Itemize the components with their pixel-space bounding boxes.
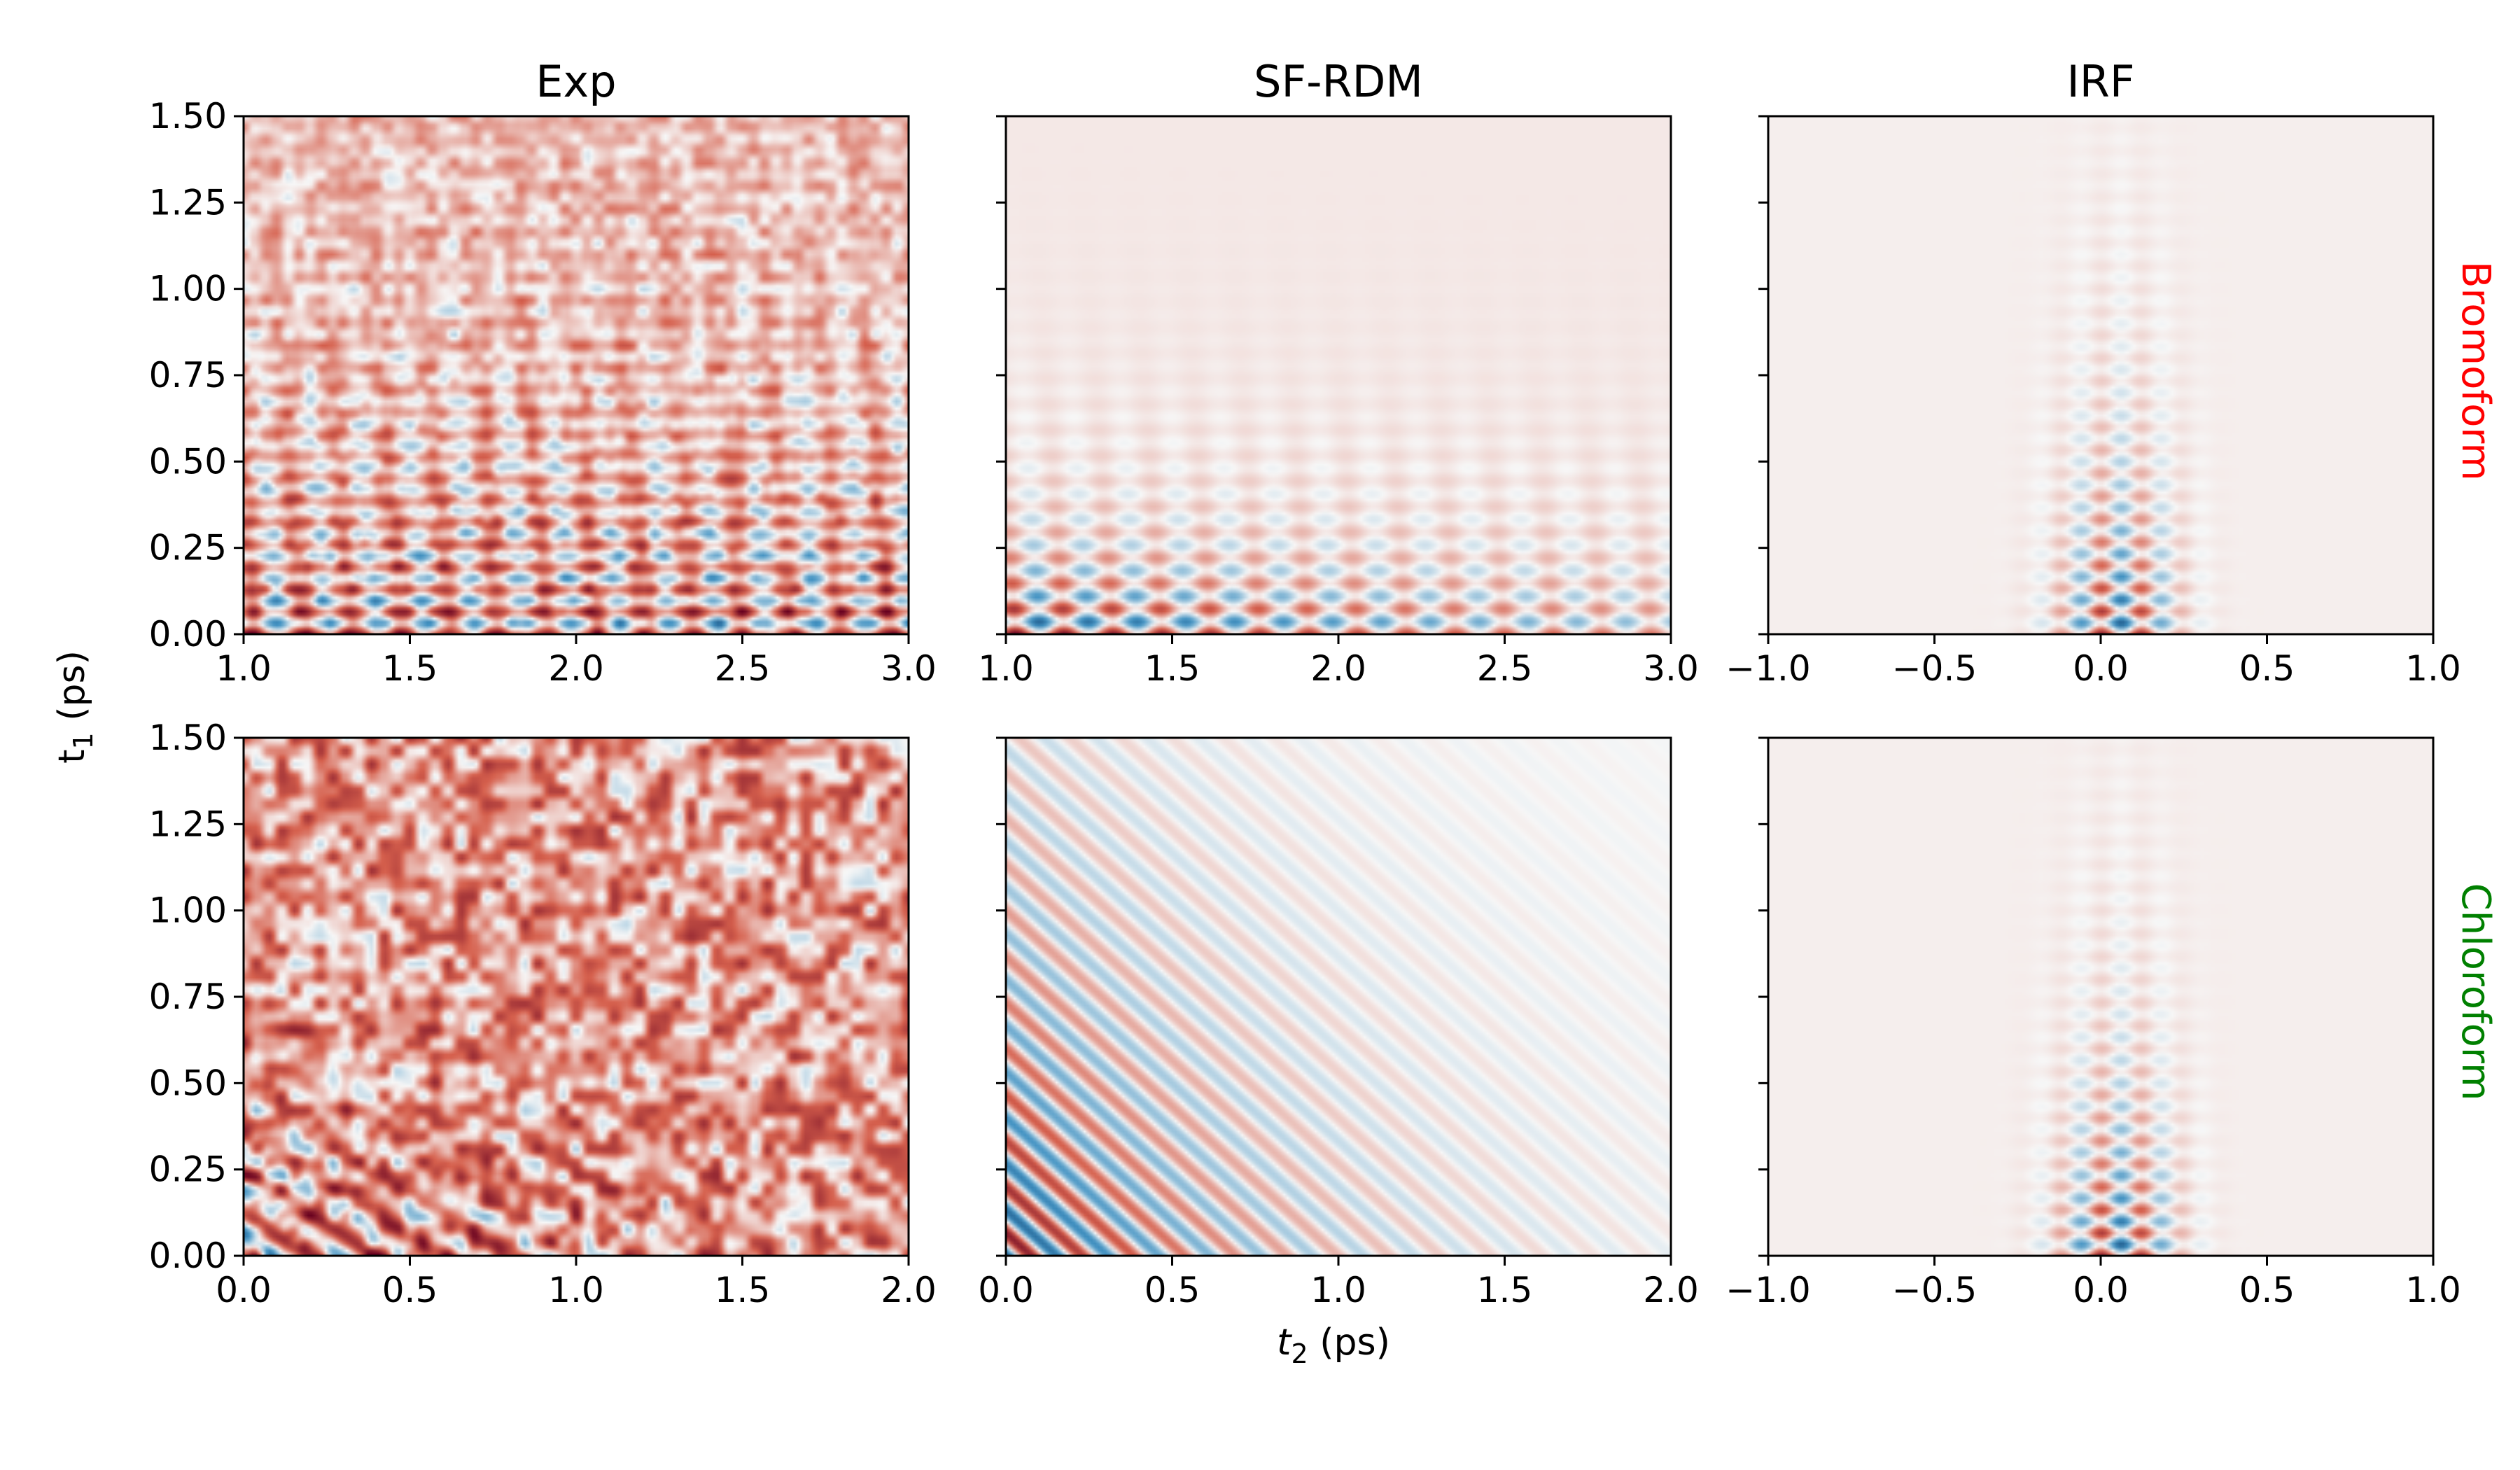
- x-tick-label: 1.5: [1144, 648, 1200, 689]
- y-tick-label: 1.00: [149, 890, 227, 931]
- x-tick-label: −0.5: [1892, 648, 1977, 689]
- x-tick-label: 1.0: [978, 648, 1034, 689]
- x-axis-label-sub: 2: [1292, 1338, 1308, 1369]
- y-axis-label-main: t: [51, 750, 93, 764]
- x-tick-label: 2.0: [881, 1270, 937, 1310]
- panel-title: SF-RDM: [1254, 56, 1423, 107]
- x-axis-label-unit: (ps): [1308, 1322, 1390, 1364]
- x-tick-label: 0.5: [1144, 1270, 1200, 1310]
- x-tick-label: 2.0: [548, 648, 604, 689]
- y-tick-label: 0.25: [149, 1149, 227, 1190]
- x-tick-label: 1.0: [2405, 1270, 2461, 1310]
- heatmap-panel-bromoform-irf: IRF −1.0 −0.5 0.0 0.5 1.0: [1726, 56, 2460, 689]
- heatmap-panel-chloroform-sf-rdm: 0.0 0.5 1.0 1.5 2.0: [978, 736, 1699, 1310]
- x-tick-label: 2.0: [1310, 648, 1366, 689]
- y-axis-label-sub: 1: [68, 732, 99, 749]
- x-tick-label: −1.0: [1726, 1270, 1810, 1310]
- heatmap-image: [1768, 738, 2433, 1256]
- heatmap-image: [1006, 738, 1671, 1256]
- y-tick-label: 0.50: [149, 1063, 227, 1103]
- panel-title: Exp: [536, 56, 616, 107]
- x-tick-label: 0.5: [382, 1270, 438, 1310]
- row-label-bromoform: Bromoform: [2453, 261, 2498, 481]
- x-tick-label: 0.5: [2239, 1270, 2295, 1310]
- x-tick-label: 2.0: [1643, 1270, 1699, 1310]
- y-tick-label: 0.50: [149, 441, 227, 482]
- heatmap-image: [1768, 116, 2433, 634]
- heatmap-panel-bromoform-sf-rdm: SF-RDM 1.0 1.5 2.0 2.5 3.0: [978, 56, 1699, 689]
- x-tick-label: 3.0: [881, 648, 937, 689]
- x-tick-label: 0.0: [216, 1270, 272, 1310]
- y-axis-label: t1 (ps): [51, 650, 99, 764]
- panels: Exp 1.0 1.5 2.0 2.5 3.0 0.00 0.25 0.50 0.75 1.00 1.…: [149, 56, 2461, 1310]
- x-tick-label: 1.0: [2405, 648, 2461, 689]
- heatmap-image: [1006, 116, 1671, 634]
- row-label-chloroform: Chloroform: [2453, 883, 2498, 1100]
- heatmap-image: [244, 738, 909, 1256]
- x-tick-label: 3.0: [1643, 648, 1699, 689]
- y-tick-label: 1.50: [149, 718, 227, 758]
- heatmap-panel-chloroform-exp: 0.0 0.5 1.0 1.5 2.0 0.00 0.25 0.50 0.75 1.00 1.25 1…: [149, 718, 937, 1310]
- x-tick-label: −0.5: [1892, 1270, 1977, 1310]
- x-tick-label: 0.5: [2239, 648, 2295, 689]
- y-tick-label: 0.00: [149, 614, 227, 654]
- y-tick-label: 1.25: [149, 804, 227, 844]
- y-axis-label-unit: (ps): [51, 650, 93, 732]
- x-axis-label-main: t: [1277, 1322, 1292, 1364]
- y-tick-label: 0.75: [149, 355, 227, 396]
- y-tick-label: 0.75: [149, 976, 227, 1017]
- x-tick-label: 0.0: [2073, 1270, 2129, 1310]
- y-tick-label: 0.00: [149, 1236, 227, 1276]
- y-tick-label: 1.25: [149, 182, 227, 223]
- y-tick-label: 1.00: [149, 269, 227, 309]
- x-tick-label: 1.5: [382, 648, 438, 689]
- y-tick-label: 1.50: [149, 96, 227, 136]
- x-tick-label: 2.5: [715, 648, 771, 689]
- heatmap-panel-bromoform-exp: Exp 1.0 1.5 2.0 2.5 3.0 0.00 0.25 0.50 0.75 1.00 1.…: [149, 56, 937, 689]
- x-tick-label: 0.0: [2073, 648, 2129, 689]
- x-tick-label: 1.0: [216, 648, 272, 689]
- x-tick-label: 0.0: [978, 1270, 1034, 1310]
- x-tick-label: 1.5: [1477, 1270, 1533, 1310]
- heatmap-image: [244, 116, 909, 634]
- x-tick-label: 1.0: [1310, 1270, 1366, 1310]
- x-tick-label: 2.5: [1477, 648, 1533, 689]
- y-tick-label: 0.25: [149, 528, 227, 568]
- x-tick-label: 1.0: [548, 1270, 604, 1310]
- x-tick-label: −1.0: [1726, 648, 1810, 689]
- x-axis-label: t2 (ps): [1277, 1322, 1390, 1369]
- panel-title: IRF: [2066, 56, 2134, 107]
- x-tick-label: 1.5: [715, 1270, 771, 1310]
- heatmap-panel-chloroform-irf: −1.0 −0.5 0.0 0.5 1.0: [1726, 736, 2461, 1310]
